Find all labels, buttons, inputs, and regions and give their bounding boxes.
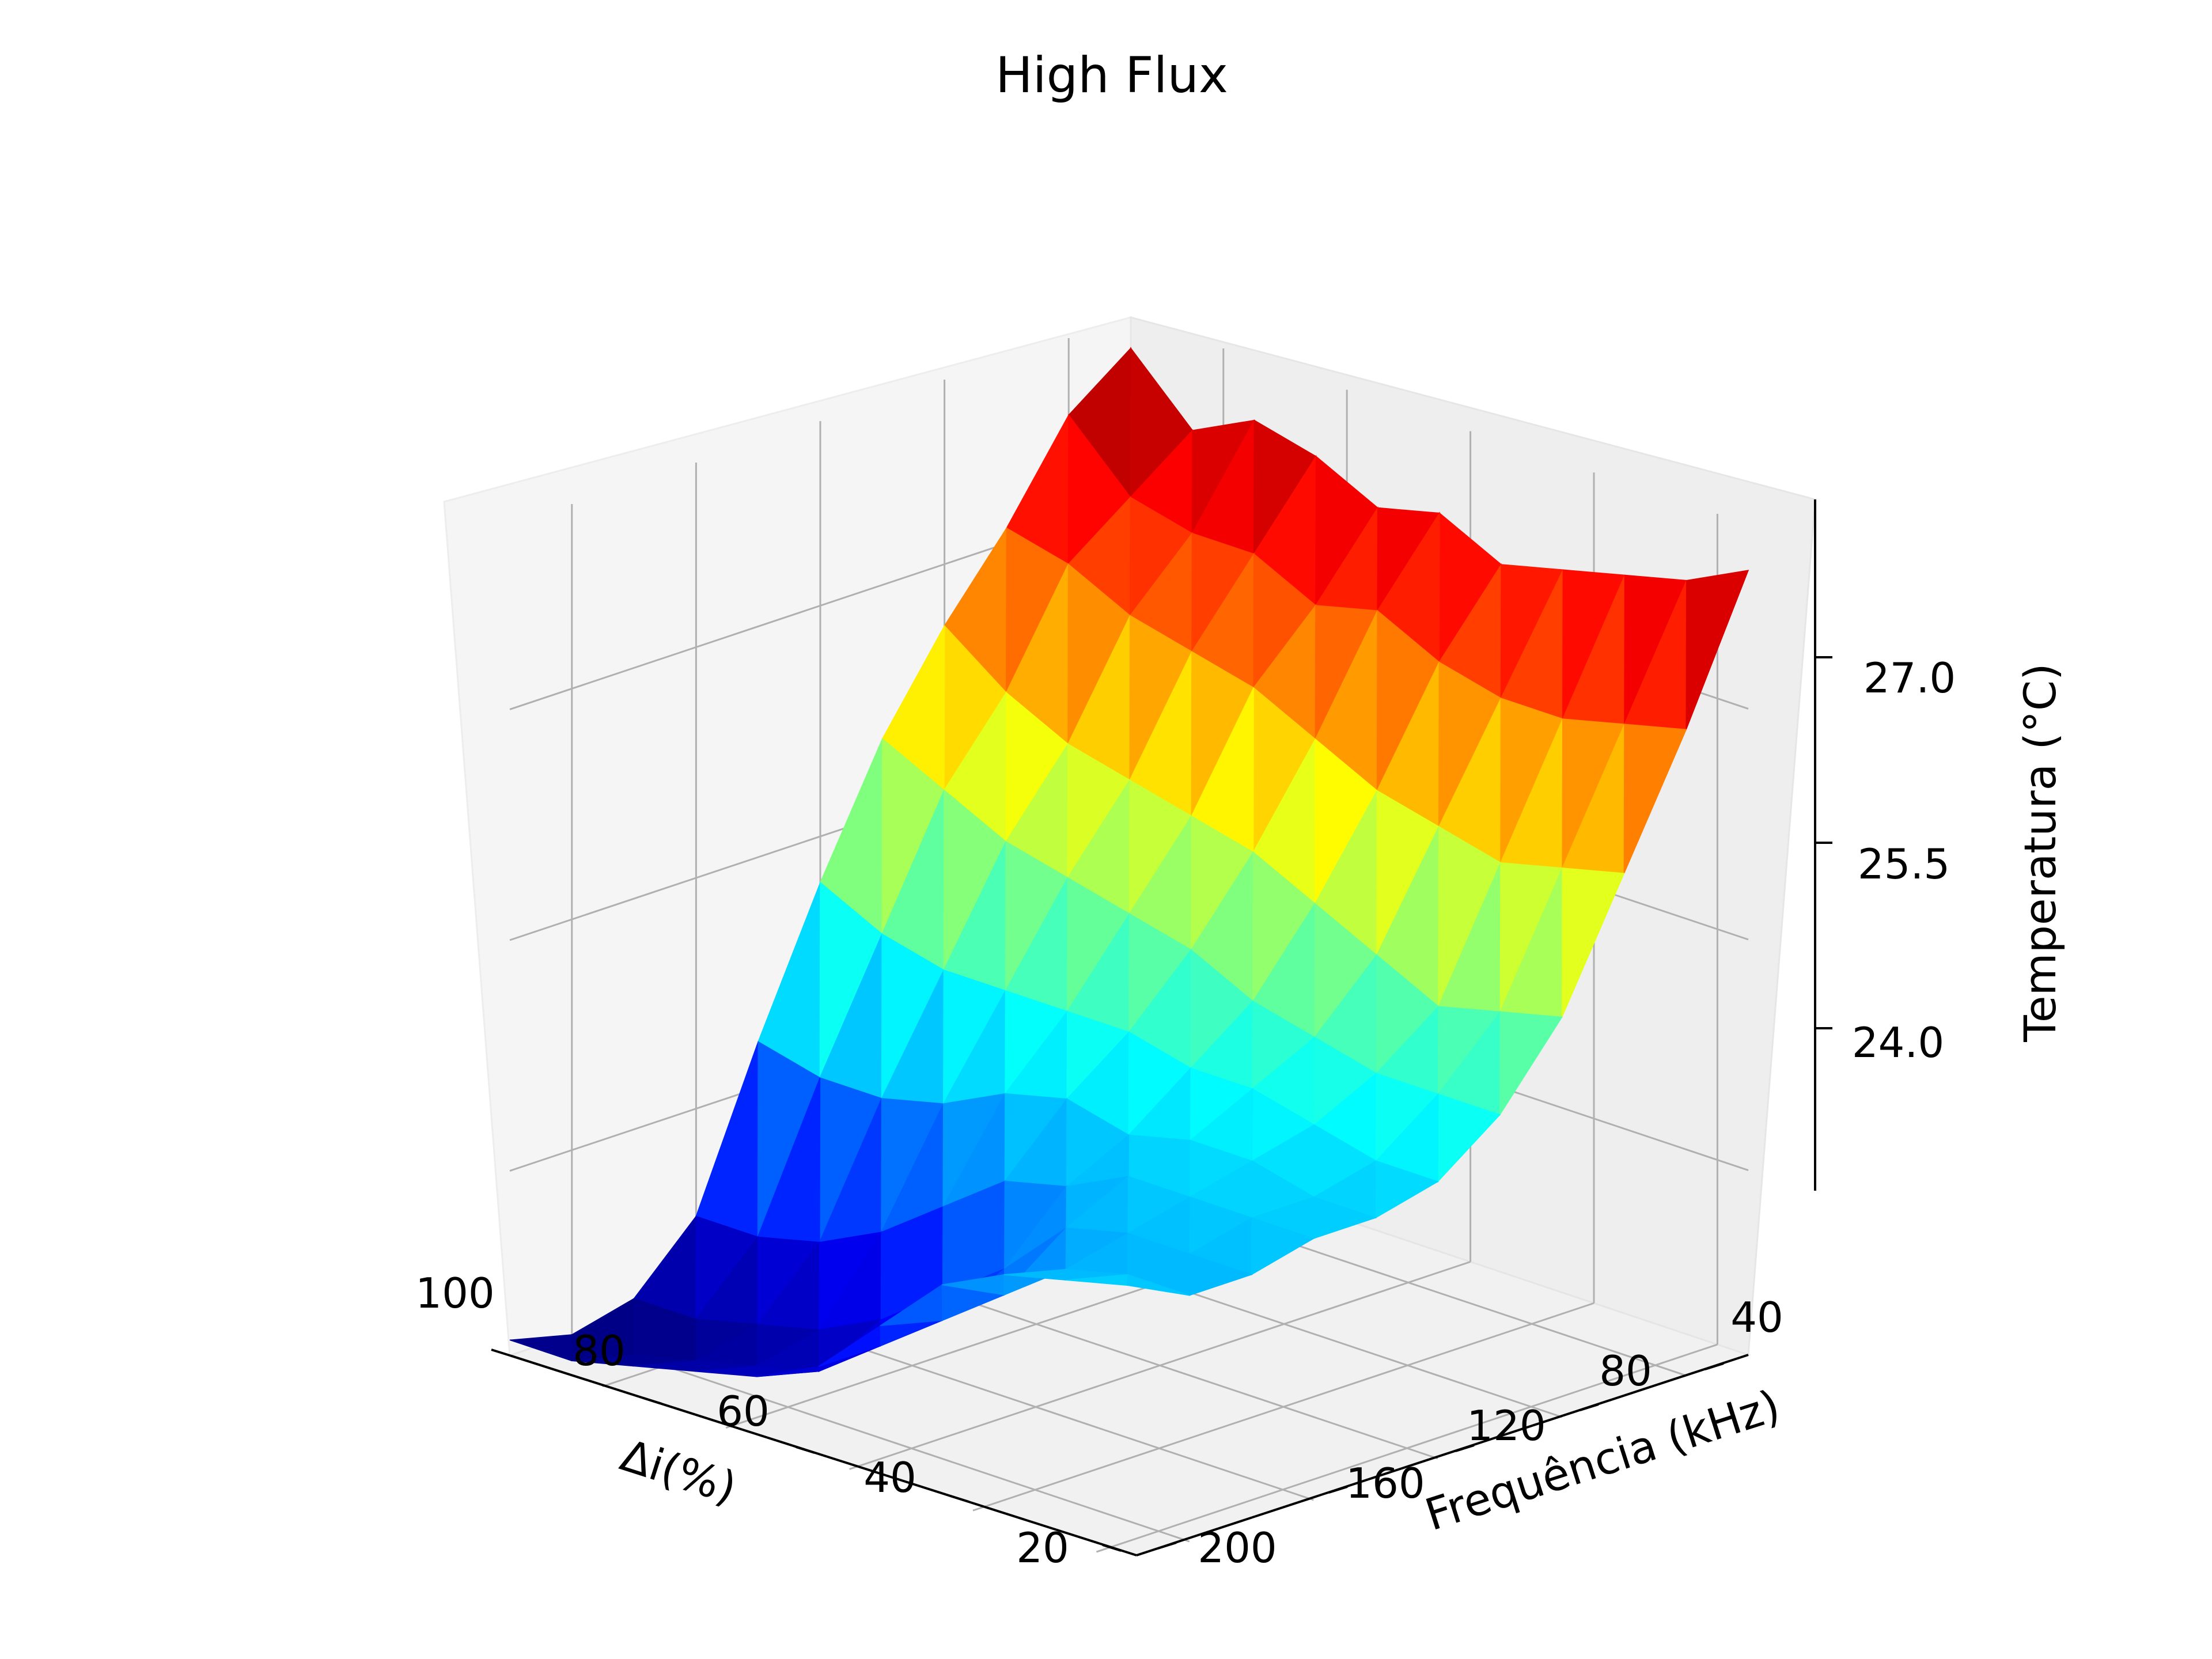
x-tick-mark [491,1349,510,1357]
y-tick-label: 200 [1198,1524,1277,1572]
chart-title: High Flux [995,47,1228,104]
surface-facet [1499,1011,1563,1116]
x-tick-label: 100 [415,1269,494,1317]
grid-line [849,1261,1471,1470]
y-tick-label: 80 [1599,1347,1652,1395]
grid-line [1096,1343,1718,1553]
y-tick-label: 40 [1730,1293,1783,1342]
z-tick-label: 24.0 [1852,1018,1944,1067]
y-tick-mark [1157,1541,1177,1550]
y-tick-mark [1580,1403,1599,1411]
x-tick-mark [950,1495,969,1503]
surface [509,347,1749,1377]
y-tick-label: 160 [1346,1459,1425,1508]
z-axis-label: Temperatura (°C) [2014,663,2066,1042]
y-tick-mark [1705,1362,1724,1370]
surface-facet [1685,570,1749,730]
y-tick-mark [1455,1444,1475,1452]
x-tick-label: 20 [1016,1524,1069,1572]
z-tick-label: 27.0 [1863,654,1956,702]
x-tick-mark [643,1397,662,1405]
z-tick-label: 25.5 [1858,840,1950,888]
x-tick-mark [796,1446,815,1454]
surface-facet [1623,724,1687,874]
surface-facet [1189,1253,1253,1296]
y-axis-line [1136,1354,1749,1556]
surface-facet [1375,1160,1439,1219]
z-ticks: 24.0 25.5 27.0 Temperatura (°C) [1815,654,2066,1067]
x-tick-mark [1102,1544,1122,1552]
surface-facet [1313,1196,1377,1240]
surface-facet [1561,868,1625,1017]
surface-facet [1127,1274,1190,1296]
surface-facet [1251,1217,1315,1276]
y-tick-mark [1328,1486,1348,1494]
grid-line [972,1302,1594,1512]
x-tick-label: 60 [717,1387,770,1435]
x-axis-line [509,1354,1137,1556]
x-axis-label: Δi(%) [615,1429,743,1514]
x-tick-label: 80 [573,1327,626,1375]
y-tick-label: 120 [1467,1402,1546,1450]
x-tick-label: 40 [863,1453,916,1502]
